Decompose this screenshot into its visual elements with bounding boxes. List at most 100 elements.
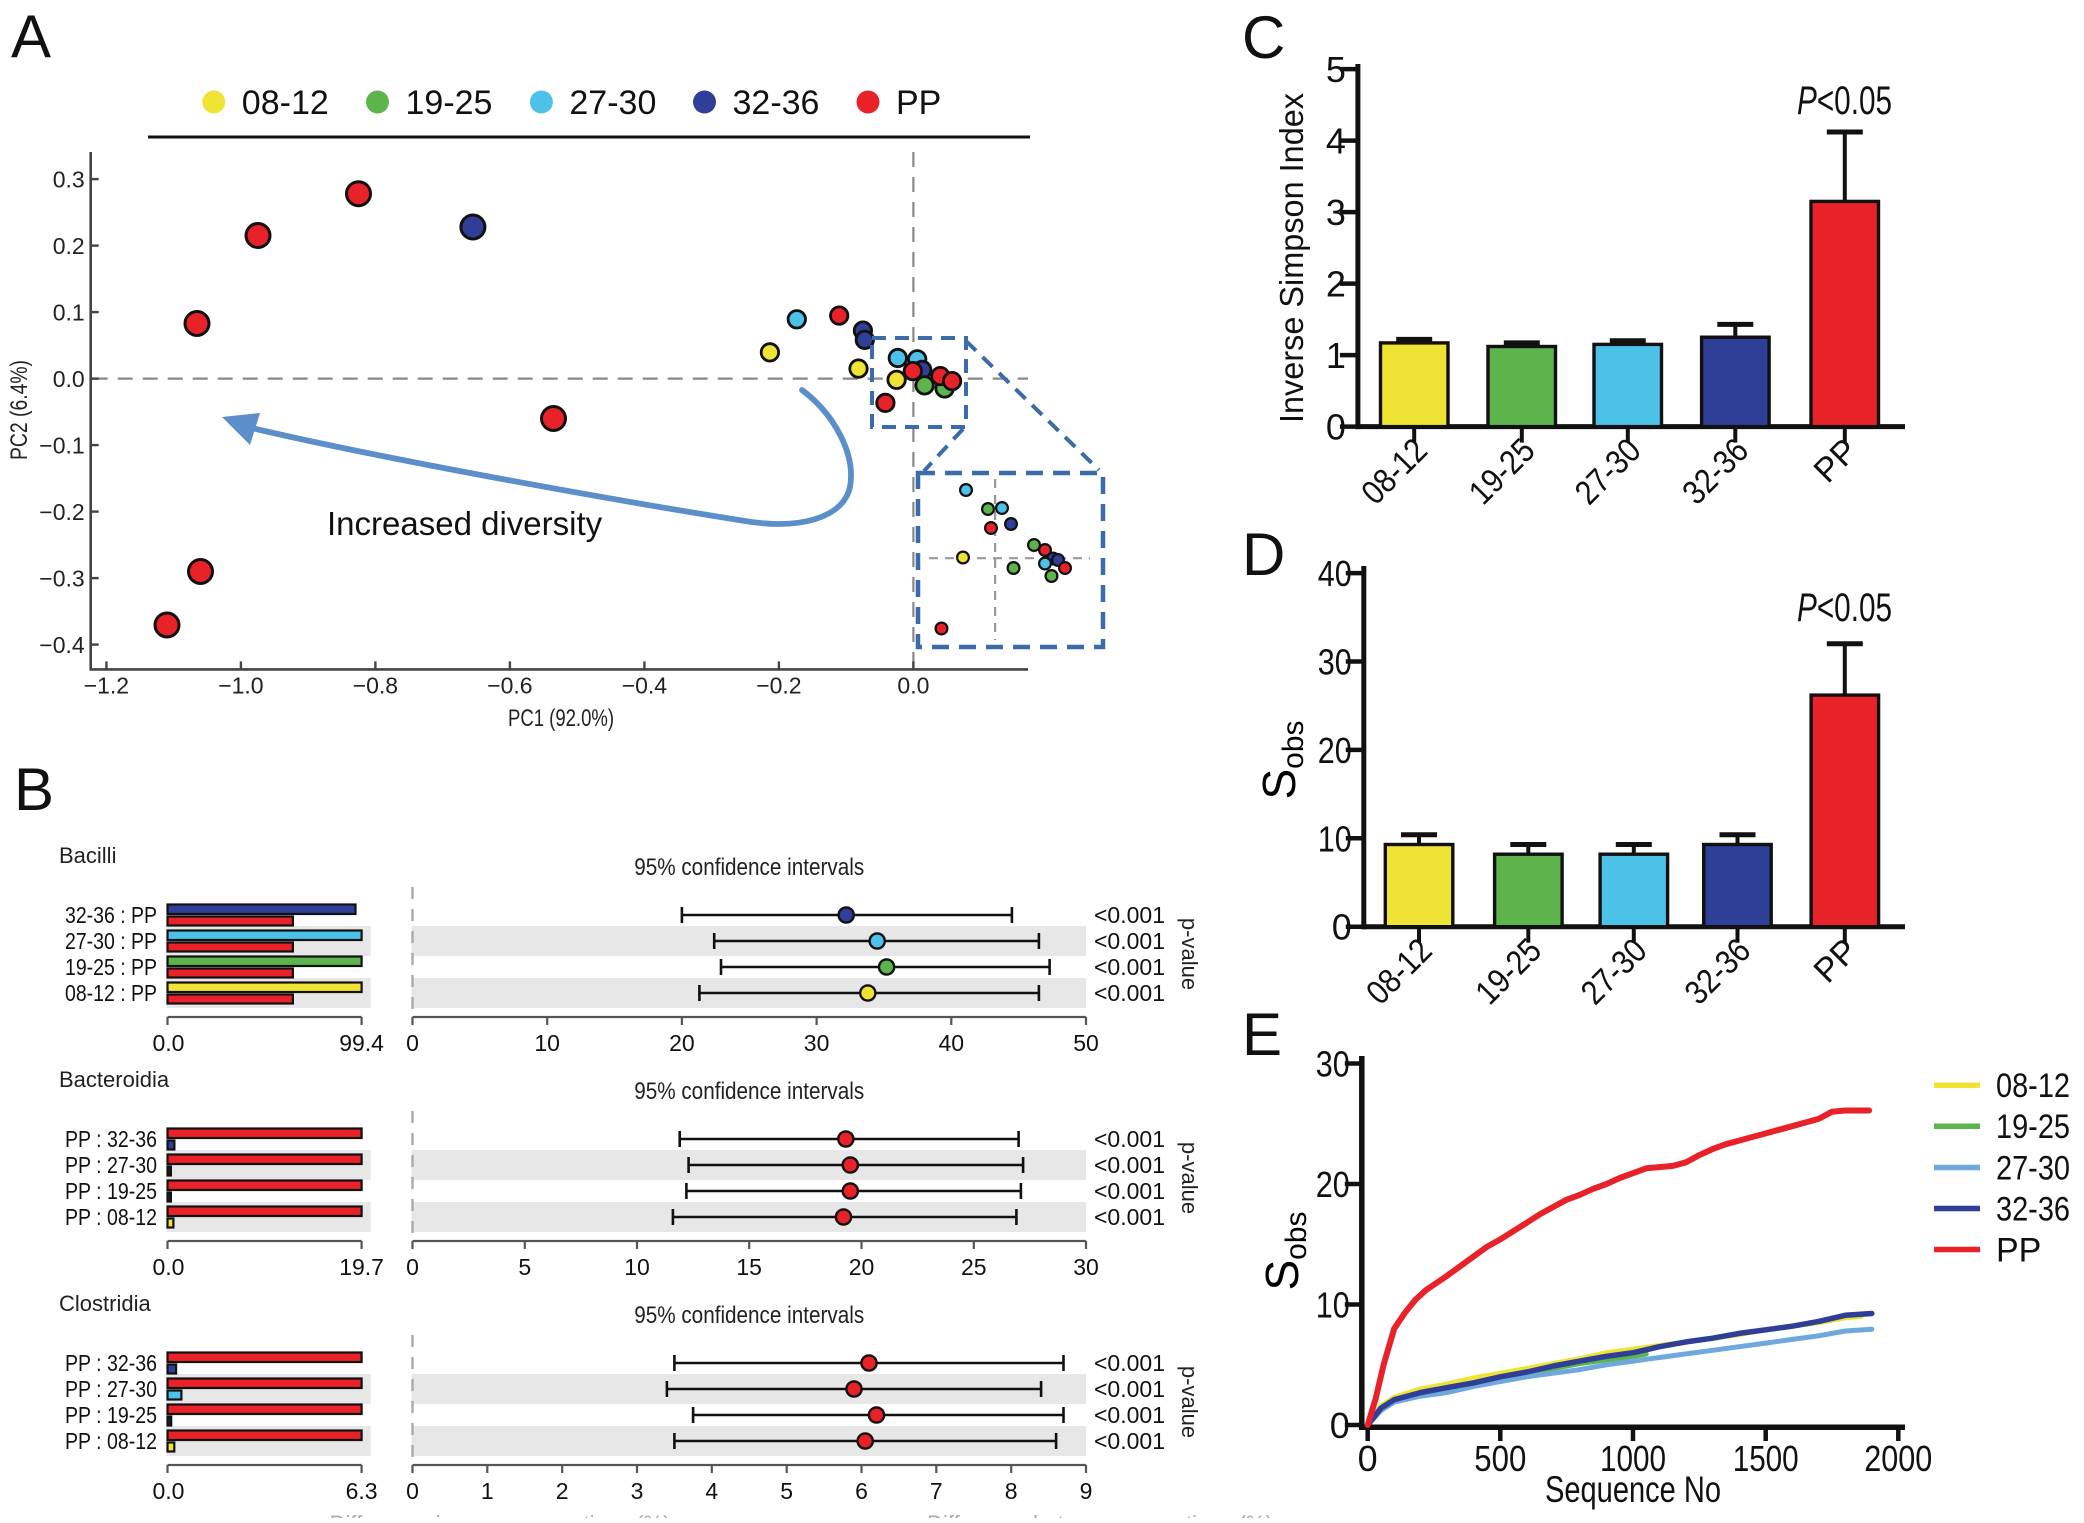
svg-text:Increased diversity: Increased diversity <box>327 505 603 542</box>
svg-text:0.0: 0.0 <box>153 1030 185 1056</box>
svg-text:<0.001: <0.001 <box>1094 1428 1165 1454</box>
svg-text:27-30: 27-30 <box>1574 931 1655 1012</box>
svg-text:10: 10 <box>624 1254 650 1280</box>
svg-text:<0.001: <0.001 <box>1094 902 1165 928</box>
svg-text:A: A <box>11 3 51 70</box>
svg-text:−0.1: −0.1 <box>39 433 84 459</box>
svg-text:PC1 (92.0%): PC1 (92.0%) <box>508 705 614 732</box>
svg-text:27-30: 27-30 <box>1568 431 1649 512</box>
svg-text:Inverse Simpson Index: Inverse Simpson Index <box>1273 93 1310 423</box>
svg-text:PP : 32-36: PP : 32-36 <box>65 1350 157 1376</box>
svg-text:27-30: 27-30 <box>1996 1150 2070 1188</box>
svg-text:0.0: 0.0 <box>153 1478 185 1504</box>
svg-text:PP: PP <box>1807 431 1866 490</box>
svg-text:Difference between proportions: Difference between proportions (%) <box>927 1511 1273 1518</box>
svg-text:Bacteroidia: Bacteroidia <box>59 1067 170 1092</box>
svg-text:<0.001: <0.001 <box>1094 1178 1165 1204</box>
svg-text:PP: PP <box>1996 1232 2041 1270</box>
svg-text:19-25 : PP: 19-25 : PP <box>65 954 157 980</box>
svg-text:B: B <box>14 756 54 823</box>
svg-text:4: 4 <box>1326 121 1346 162</box>
svg-text:−0.2: −0.2 <box>39 499 84 525</box>
svg-text:<0.001: <0.001 <box>1094 954 1165 980</box>
svg-text:1500: 1500 <box>1733 1438 1799 1479</box>
svg-text:<0.001: <0.001 <box>1094 1126 1165 1152</box>
svg-text:0: 0 <box>406 1030 419 1056</box>
svg-text:2000: 2000 <box>1864 1438 1932 1479</box>
svg-text:0: 0 <box>1358 1438 1378 1479</box>
svg-text:0: 0 <box>406 1254 419 1280</box>
svg-text:−0.4: −0.4 <box>622 672 668 698</box>
svg-text:4: 4 <box>705 1478 718 1504</box>
svg-text:32-36: 32-36 <box>733 84 820 122</box>
svg-text:Bacilli: Bacilli <box>59 843 116 868</box>
svg-text:5: 5 <box>1326 49 1346 90</box>
svg-text:20: 20 <box>1318 730 1352 771</box>
svg-text:E: E <box>1242 1001 1282 1068</box>
svg-text:PP : 19-25: PP : 19-25 <box>65 1402 157 1428</box>
svg-text:PC2 (6.4%): PC2 (6.4%) <box>6 360 33 460</box>
svg-text:08-12: 08-12 <box>1996 1067 2070 1105</box>
svg-text:0.1: 0.1 <box>53 300 85 326</box>
svg-text:PP: PP <box>896 84 941 122</box>
svg-text:2: 2 <box>556 1478 569 1504</box>
svg-text:PP : 27-30: PP : 27-30 <box>65 1152 157 1178</box>
svg-text:PP: PP <box>1807 931 1866 990</box>
svg-text:20: 20 <box>849 1254 875 1280</box>
svg-text:0: 0 <box>1326 407 1346 448</box>
svg-text:−1.2: −1.2 <box>84 672 129 698</box>
svg-text:Sobs: Sobs <box>1256 1211 1313 1290</box>
svg-text:0: 0 <box>1332 907 1352 948</box>
svg-text:1000: 1000 <box>1600 1438 1666 1479</box>
svg-text:20: 20 <box>669 1030 695 1056</box>
svg-text:30: 30 <box>804 1030 830 1056</box>
svg-text:99.4: 99.4 <box>339 1030 384 1056</box>
svg-text:27-30: 27-30 <box>569 84 656 122</box>
svg-text:10: 10 <box>1318 818 1352 859</box>
svg-text:5: 5 <box>518 1254 531 1280</box>
svg-text:0.3: 0.3 <box>53 167 85 193</box>
svg-text:30: 30 <box>1318 642 1352 683</box>
svg-text:−1.0: −1.0 <box>218 672 263 698</box>
svg-text:50: 50 <box>1073 1030 1099 1056</box>
svg-text:D: D <box>1242 521 1285 588</box>
svg-text:27-30 : PP: 27-30 : PP <box>65 928 157 954</box>
svg-text:32-36: 32-36 <box>1675 431 1756 512</box>
svg-text:PP : 08-12: PP : 08-12 <box>65 1428 157 1454</box>
svg-text:3: 3 <box>631 1478 644 1504</box>
svg-text:95% confidence intervals: 95% confidence intervals <box>634 1302 864 1329</box>
svg-text:<0.001: <0.001 <box>1094 1402 1165 1428</box>
svg-text:p-value: p-value <box>1177 1366 1202 1438</box>
svg-text:0: 0 <box>406 1478 419 1504</box>
svg-text:PP : 08-12: PP : 08-12 <box>65 1204 157 1230</box>
svg-text:−0.3: −0.3 <box>39 566 84 592</box>
svg-text:p-value: p-value <box>1177 1142 1202 1214</box>
svg-text:−0.4: −0.4 <box>39 632 85 658</box>
svg-text:−0.2: −0.2 <box>756 672 801 698</box>
svg-text:32-36: 32-36 <box>1996 1191 2070 1229</box>
svg-text:2: 2 <box>1326 264 1346 305</box>
svg-text:P<0.05: P<0.05 <box>1797 586 1892 630</box>
svg-text:95% confidence intervals: 95% confidence intervals <box>634 1078 864 1105</box>
svg-text:25: 25 <box>961 1254 987 1280</box>
svg-text:19-25: 19-25 <box>1468 931 1549 1012</box>
svg-text:08-12: 08-12 <box>1354 431 1435 512</box>
svg-text:30: 30 <box>1073 1254 1099 1280</box>
svg-text:15: 15 <box>736 1254 762 1280</box>
svg-text:08-12 : PP: 08-12 : PP <box>65 980 157 1006</box>
svg-text:C: C <box>1242 4 1285 71</box>
svg-text:10: 10 <box>1316 1285 1350 1326</box>
svg-text:20: 20 <box>1316 1164 1350 1205</box>
svg-text:p-value: p-value <box>1177 918 1202 990</box>
svg-text:PP : 32-36: PP : 32-36 <box>65 1126 157 1152</box>
svg-text:3: 3 <box>1326 192 1346 233</box>
svg-text:<0.001: <0.001 <box>1094 1204 1165 1230</box>
svg-text:500: 500 <box>1474 1438 1526 1479</box>
svg-text:<0.001: <0.001 <box>1094 1152 1165 1178</box>
svg-text:PP : 27-30: PP : 27-30 <box>65 1376 157 1402</box>
svg-text:0.0: 0.0 <box>53 366 85 392</box>
svg-text:Sequence No: Sequence No <box>1545 1469 1721 1510</box>
svg-text:<0.001: <0.001 <box>1094 980 1165 1006</box>
svg-text:P<0.05: P<0.05 <box>1797 79 1892 123</box>
svg-text:0: 0 <box>1330 1405 1350 1446</box>
